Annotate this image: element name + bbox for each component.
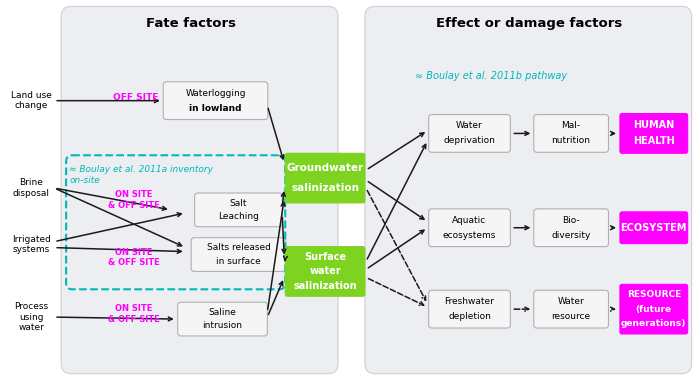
FancyBboxPatch shape [61, 7, 338, 374]
Text: Surface: Surface [304, 252, 346, 262]
Text: Fate factors: Fate factors [146, 17, 236, 30]
Text: Brine
disposal: Brine disposal [13, 178, 50, 198]
Text: generations): generations) [621, 319, 687, 328]
Text: (future: (future [636, 305, 672, 314]
FancyBboxPatch shape [620, 212, 687, 244]
Text: ≈ Boulay et al. 2011b pathway: ≈ Boulay et al. 2011b pathway [414, 71, 567, 81]
Text: Process
using
water: Process using water [14, 302, 48, 332]
Text: resource: resource [552, 312, 591, 321]
Text: OFF SITE: OFF SITE [113, 93, 158, 102]
Text: Waterlogging: Waterlogging [186, 89, 246, 98]
Text: deprivation: deprivation [444, 136, 496, 146]
Text: Irrigated
systems: Irrigated systems [12, 235, 50, 254]
Text: ECOSYSTEM: ECOSYSTEM [621, 223, 687, 233]
Text: Leaching: Leaching [218, 212, 259, 221]
Text: Salt: Salt [230, 199, 247, 208]
Text: Saline: Saline [209, 308, 237, 317]
Text: HUMAN: HUMAN [634, 121, 674, 131]
FancyBboxPatch shape [365, 7, 692, 374]
Text: RESOURCE: RESOURCE [626, 290, 681, 300]
FancyBboxPatch shape [195, 193, 282, 227]
FancyBboxPatch shape [534, 290, 608, 328]
FancyBboxPatch shape [178, 302, 267, 336]
Text: Water: Water [456, 121, 483, 131]
Text: salinization: salinization [291, 183, 359, 193]
FancyBboxPatch shape [620, 285, 687, 334]
FancyBboxPatch shape [191, 238, 286, 271]
FancyBboxPatch shape [428, 115, 510, 152]
Text: Mal-: Mal- [561, 121, 581, 131]
FancyBboxPatch shape [534, 115, 608, 152]
Text: intrusion: intrusion [202, 321, 242, 330]
Text: Effect or damage factors: Effect or damage factors [436, 17, 622, 30]
Text: diversity: diversity [552, 231, 591, 240]
Text: Aquatic: Aquatic [452, 216, 486, 225]
Text: Bio-: Bio- [562, 216, 580, 225]
Text: Land use
change: Land use change [10, 91, 52, 110]
Text: Groundwater: Groundwater [286, 163, 364, 173]
Text: in surface: in surface [216, 257, 261, 266]
Text: HEALTH: HEALTH [633, 136, 675, 146]
FancyBboxPatch shape [286, 153, 365, 203]
FancyBboxPatch shape [534, 209, 608, 247]
FancyBboxPatch shape [620, 114, 687, 153]
Text: salinization: salinization [293, 281, 357, 291]
FancyBboxPatch shape [286, 247, 365, 296]
Text: nutrition: nutrition [552, 136, 591, 146]
Text: ≈ Boulay et al. 2011a inventory
on-site: ≈ Boulay et al. 2011a inventory on-site [69, 165, 213, 184]
Text: Water: Water [558, 297, 584, 306]
FancyBboxPatch shape [163, 82, 268, 119]
Text: Freshwater: Freshwater [444, 297, 494, 306]
Text: ecosystems: ecosystems [443, 231, 496, 240]
Text: ON SITE
& OFF SITE: ON SITE & OFF SITE [108, 248, 160, 267]
Text: depletion: depletion [448, 312, 491, 321]
Text: ON SITE
& OFF SITE: ON SITE & OFF SITE [108, 190, 160, 210]
Text: water: water [309, 266, 341, 276]
Text: in lowland: in lowland [189, 104, 241, 113]
FancyBboxPatch shape [428, 290, 510, 328]
FancyBboxPatch shape [428, 209, 510, 247]
Text: ON SITE
& OFF SITE: ON SITE & OFF SITE [108, 305, 160, 324]
Text: Salts released: Salts released [206, 243, 270, 252]
